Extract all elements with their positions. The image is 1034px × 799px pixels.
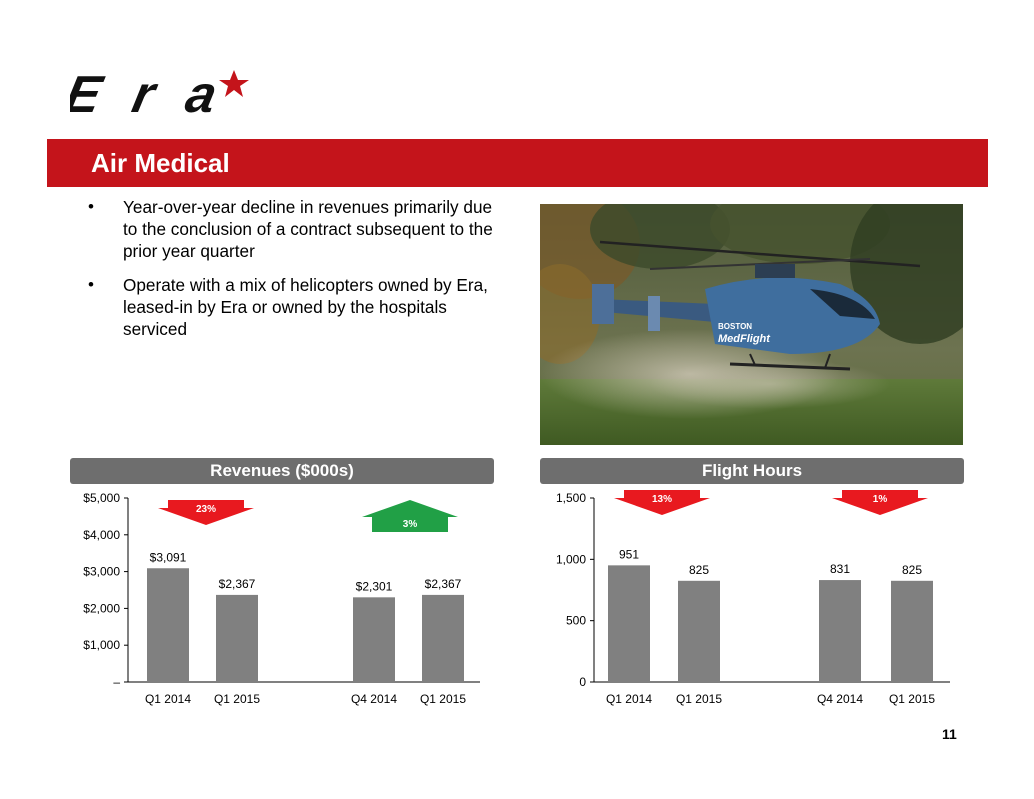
bullet-dot-icon: •: [88, 197, 94, 216]
page-title: Air Medical: [91, 148, 230, 178]
data-label: 831: [830, 562, 850, 576]
bullet-dot-icon: •: [88, 275, 94, 294]
y-tick-label: 1,500: [556, 491, 586, 505]
page-number: 11: [942, 726, 957, 742]
era-logo-text: Era: [70, 66, 222, 124]
x-tick-label: Q1 2015: [889, 692, 935, 706]
data-label: 951: [619, 547, 639, 561]
bar: [678, 580, 720, 682]
down-arrow-icon: [158, 500, 254, 525]
bar: [819, 580, 861, 682]
x-tick-label: Q1 2014: [606, 692, 652, 706]
y-tick-label: 1,000: [556, 552, 586, 566]
data-label: $2,301: [356, 579, 393, 593]
bar: [608, 565, 650, 682]
y-tick-label: 0: [579, 675, 586, 689]
change-percent-label: 13%: [652, 494, 672, 505]
x-tick-label: Q1 2015: [676, 692, 722, 706]
flight-hours-chart: 0 500 1,000 1,500 951 Q1 2014 825 Q1 2015 831 Q4 …: [556, 490, 950, 706]
x-tick-label: Q1 2014: [145, 692, 191, 706]
x-tick-label: Q4 2014: [817, 692, 863, 706]
helicopter-text: BOSTON: [718, 322, 752, 331]
change-percent-label: 23%: [196, 504, 216, 515]
down-arrow-icon: [614, 490, 710, 515]
flight-hours-chart-header: Flight Hours: [540, 458, 964, 484]
star-icon: [219, 70, 249, 97]
data-label: $2,367: [425, 577, 462, 591]
y-tick-label: $3,000: [83, 565, 120, 579]
data-label: 825: [689, 563, 709, 577]
y-tick-label: $4,000: [83, 528, 120, 542]
bullet-item: • Year-over-year decline in revenues prim…: [88, 196, 508, 262]
bullet-item: • Operate with a mix of helicopters owned…: [88, 274, 508, 340]
data-label: $3,091: [150, 550, 187, 564]
helicopter-text: MedFlight: [718, 333, 771, 345]
y-tick-label: $1,000: [83, 638, 120, 652]
bar: [891, 580, 933, 682]
revenues-chart: – $1,000 $2,000 $3,000 $4,000 $5,000 $3,091 Q1 …: [83, 491, 480, 706]
bar: [147, 568, 189, 682]
change-percent-label: 1%: [873, 494, 888, 505]
x-tick-label: Q1 2015: [420, 692, 466, 706]
y-tick-label: 500: [566, 614, 586, 628]
change-percent-label: 3%: [403, 519, 418, 530]
revenues-chart-header: Revenues ($000s): [70, 458, 494, 484]
data-label: $2,367: [219, 577, 256, 591]
down-arrow-icon: [832, 490, 928, 515]
bar: [422, 594, 464, 682]
era-logo: Era: [70, 66, 249, 124]
up-arrow-icon: [362, 500, 458, 532]
data-label: 825: [902, 563, 922, 577]
bar: [216, 594, 258, 682]
helicopter-photo: BOSTON MedFlight: [540, 204, 963, 445]
y-tick-label: –: [113, 675, 120, 689]
bullet-text: Operate with a mix of helicopters owned …: [123, 275, 488, 339]
bar: [353, 597, 395, 682]
x-tick-label: Q1 2015: [214, 692, 260, 706]
y-tick-label: $2,000: [83, 601, 120, 615]
bullet-list: • Year-over-year decline in revenues prim…: [88, 196, 508, 352]
y-tick-label: $5,000: [83, 491, 120, 505]
x-tick-label: Q4 2014: [351, 692, 397, 706]
title-bar: Air Medical: [47, 139, 988, 187]
bullet-text: Year-over-year decline in revenues prima…: [123, 197, 493, 261]
